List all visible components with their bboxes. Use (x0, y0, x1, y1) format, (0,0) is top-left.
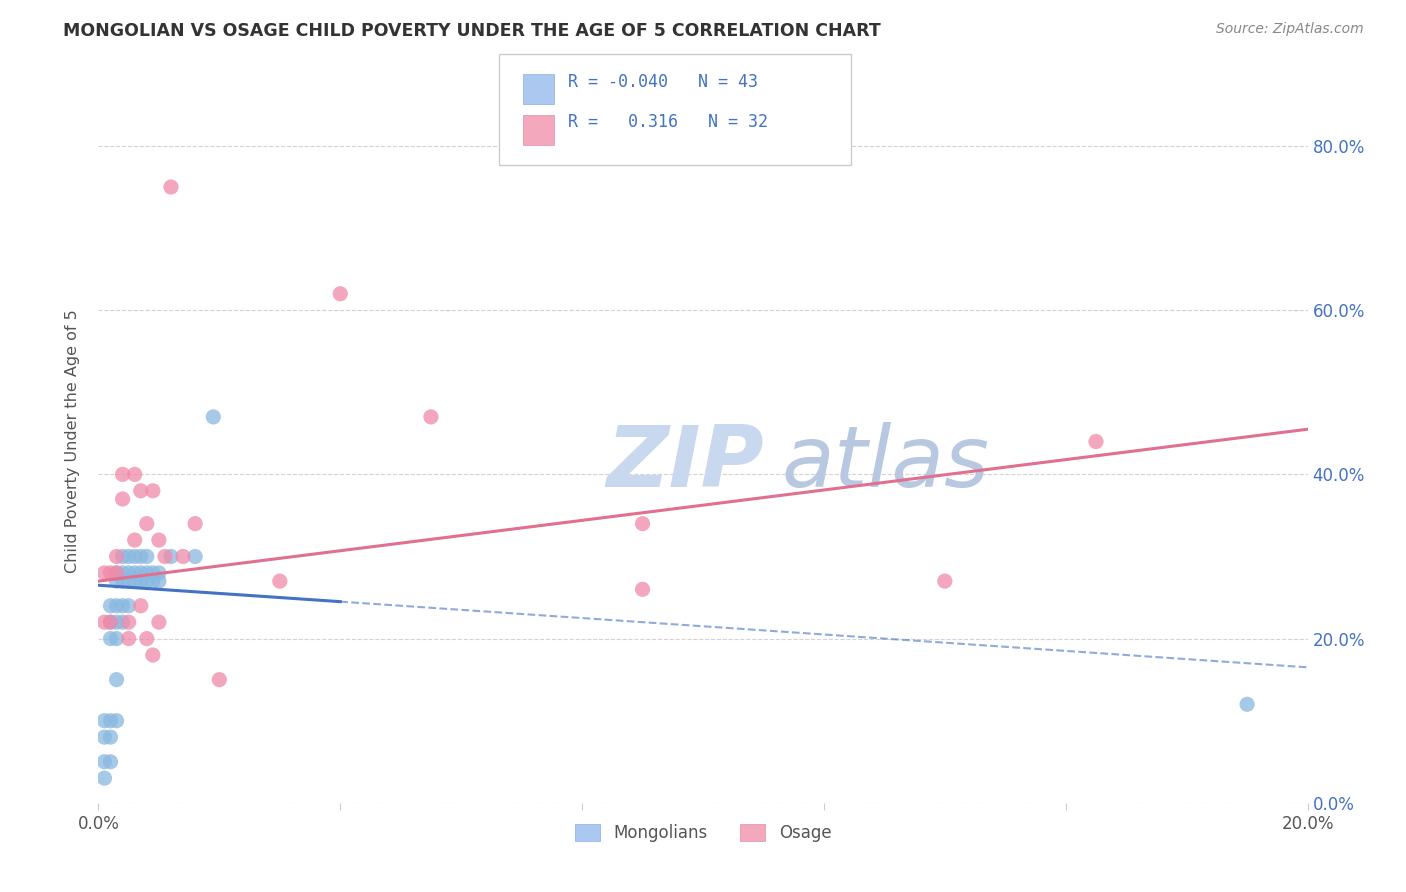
Point (93, 755, 115, 769)
Point (142, 574, 165, 588)
Point (105, 599, 128, 613)
Point (100, 615, 122, 630)
Point (153, 549, 176, 564)
Point (105, 673, 128, 687)
Point (202, 409, 225, 424)
Point (93, 730, 115, 744)
Point (105, 714, 128, 728)
Text: R = -0.040   N = 43: R = -0.040 N = 43 (568, 73, 758, 91)
Point (111, 599, 134, 613)
Point (129, 599, 152, 613)
Point (100, 730, 122, 744)
Point (111, 467, 134, 482)
Point (142, 648, 165, 662)
Point (100, 755, 122, 769)
Point (329, 286, 352, 301)
Point (124, 566, 146, 580)
Point (111, 491, 134, 506)
Point (124, 467, 146, 482)
Point (1236, 698, 1258, 712)
Point (100, 615, 122, 630)
Point (100, 714, 122, 728)
Point (93, 771, 115, 785)
Point (100, 566, 122, 580)
Point (129, 574, 152, 588)
Point (124, 549, 146, 564)
Point (160, 180, 183, 194)
Point (420, 409, 443, 424)
Point (148, 615, 170, 630)
Point (118, 615, 141, 630)
Point (105, 574, 128, 588)
Point (142, 566, 165, 580)
Point (124, 533, 146, 547)
Point (105, 632, 128, 646)
Point (135, 574, 157, 588)
Point (118, 632, 141, 646)
Point (93, 566, 115, 580)
Point (105, 615, 128, 630)
Point (934, 574, 956, 588)
Point (105, 566, 128, 580)
Point (184, 549, 207, 564)
Point (129, 566, 152, 580)
Point (118, 574, 141, 588)
Legend: Mongolians, Osage: Mongolians, Osage (568, 817, 838, 848)
Point (135, 549, 157, 564)
Point (135, 516, 157, 531)
Point (208, 673, 231, 687)
Point (160, 549, 183, 564)
Text: ZIP: ZIP (606, 422, 763, 505)
Point (111, 566, 134, 580)
Point (118, 549, 141, 564)
Text: Source: ZipAtlas.com: Source: ZipAtlas.com (1216, 22, 1364, 37)
Point (93, 714, 115, 728)
Point (631, 516, 654, 531)
Text: R =   0.316   N = 32: R = 0.316 N = 32 (568, 113, 768, 131)
Point (100, 599, 122, 613)
Point (184, 516, 207, 531)
Text: atlas: atlas (782, 422, 990, 505)
Point (124, 574, 146, 588)
Point (172, 549, 194, 564)
Point (111, 574, 134, 588)
Point (135, 632, 157, 646)
Point (631, 582, 654, 597)
Point (111, 549, 134, 564)
Point (148, 574, 170, 588)
Point (129, 549, 152, 564)
Point (269, 574, 291, 588)
Point (118, 599, 141, 613)
Point (129, 483, 152, 498)
Point (135, 566, 157, 580)
Point (105, 549, 128, 564)
Point (1085, 434, 1108, 449)
Point (118, 566, 141, 580)
Point (100, 632, 122, 646)
Point (142, 483, 165, 498)
Point (148, 533, 170, 547)
Y-axis label: Child Poverty Under the Age of 5: Child Poverty Under the Age of 5 (65, 310, 80, 574)
Text: MONGOLIAN VS OSAGE CHILD POVERTY UNDER THE AGE OF 5 CORRELATION CHART: MONGOLIAN VS OSAGE CHILD POVERTY UNDER T… (63, 22, 882, 40)
Point (93, 615, 115, 630)
Point (111, 615, 134, 630)
Point (105, 566, 128, 580)
Point (148, 566, 170, 580)
